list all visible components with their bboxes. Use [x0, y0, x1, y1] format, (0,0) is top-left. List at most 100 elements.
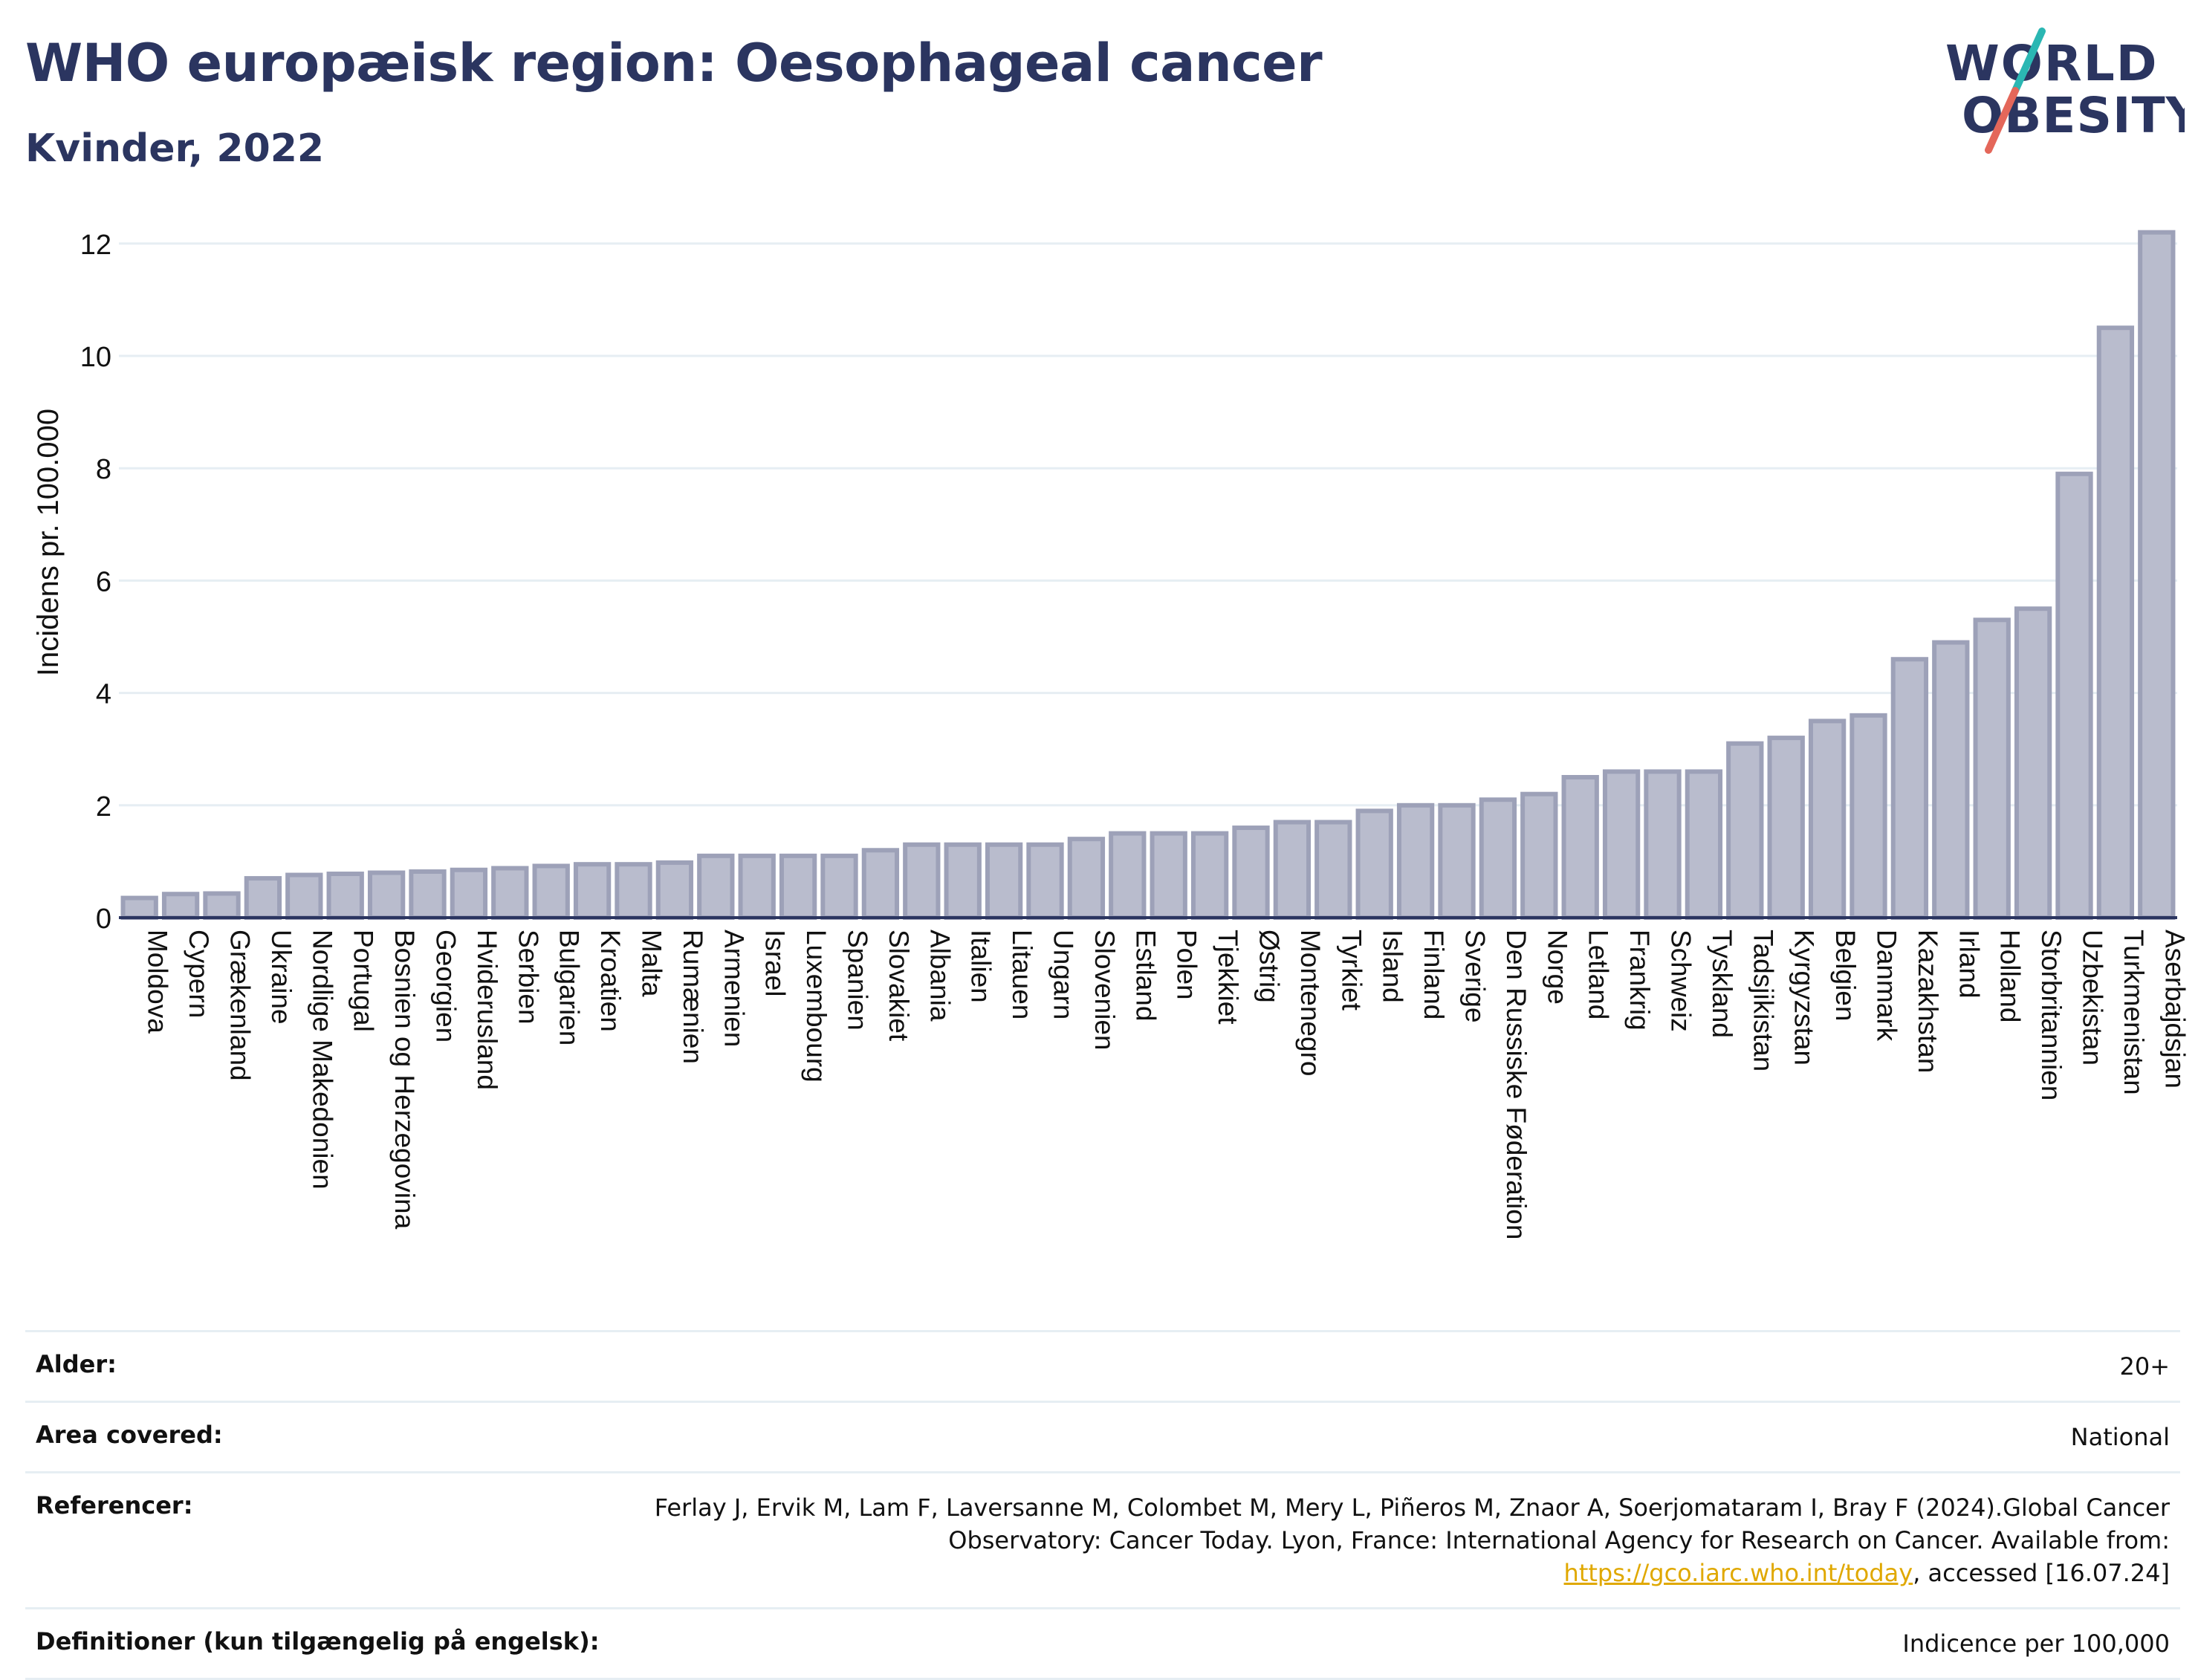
bar — [2055, 471, 2093, 920]
y-axis-label: Incidens pr. 100.000 — [32, 409, 65, 676]
x-tick-label: Luxembourg — [801, 930, 831, 1083]
meta-value-area: National — [2070, 1423, 2170, 1451]
x-tick-label: Sverige — [1460, 930, 1491, 1022]
bar — [1026, 842, 1064, 920]
reference-accessed: , accessed [16.07.24] — [1913, 1559, 2170, 1587]
logo-slash-teal — [2011, 27, 2046, 94]
bar — [1890, 657, 1929, 920]
x-tick-label: Kroatien — [595, 930, 626, 1032]
meta-label-definitions: Definitioner (kun tilgængelig på engelsk… — [36, 1627, 600, 1655]
x-tick-label: Island — [1378, 930, 1408, 1003]
bar — [1479, 797, 1517, 920]
x-tick-label: Ungarn — [1048, 930, 1079, 1019]
bar — [944, 842, 982, 920]
bar — [861, 848, 900, 921]
bar — [1067, 837, 1106, 921]
meta-row-references: Referencer: Ferlay J, Ervik M, Lam F, La… — [25, 1471, 2180, 1607]
y-tick-label: 6 — [96, 566, 111, 597]
reference-link[interactable]: https://gco.iarc.who.int/today — [1563, 1559, 1913, 1587]
meta-row-age: Alder: 20+ — [25, 1330, 2180, 1401]
x-tick-label: Bosnien og Herzegovina — [389, 930, 420, 1230]
bar — [285, 872, 323, 920]
bar — [409, 869, 447, 921]
bar — [1150, 831, 1187, 920]
x-tick-label: Østrig — [1254, 930, 1285, 1003]
y-tick-label: 0 — [96, 904, 111, 935]
x-tick-label: Estland — [1130, 930, 1161, 1021]
bar — [491, 866, 529, 921]
x-tick-label: Spanien — [843, 930, 873, 1031]
bar-chart: 0 2 4 6 8 10 12 Moldova Cypern Grækenland Ukraine N… — [32, 230, 2191, 1240]
bar — [1644, 769, 1682, 920]
bar — [1273, 820, 1312, 920]
meta-label-references: Referencer: — [36, 1491, 193, 1520]
bar — [573, 862, 612, 921]
bar-layer — [120, 230, 2176, 921]
bar — [120, 895, 158, 921]
y-tick-label: 12 — [80, 230, 111, 261]
bar — [1561, 775, 1599, 920]
logo-text-world: WORLD — [1945, 35, 2159, 92]
x-tick-label: Tadsjikistan — [1748, 930, 1778, 1071]
bar — [1314, 820, 1352, 920]
bar — [1190, 831, 1229, 920]
x-tick-label: Italien — [966, 930, 996, 1003]
x-tick-label: Nordlige Makedonien — [307, 930, 337, 1190]
bar — [1396, 802, 1435, 921]
x-tick-label: Bulgarien — [554, 930, 585, 1045]
bar — [1973, 617, 2011, 920]
bar — [738, 853, 776, 920]
x-tick-label: Armenien — [719, 930, 749, 1047]
x-tick-label: Tyskland — [1707, 930, 1737, 1038]
bar — [2138, 230, 2176, 920]
x-tick-label: Kyrgyzstan — [1789, 930, 1820, 1066]
x-tick-label: Ukraine — [266, 930, 296, 1025]
x-tick-label: Grækenland — [225, 930, 256, 1081]
bar — [450, 867, 488, 920]
bar — [1726, 741, 1764, 921]
chart-subtitle: Kvinder, 2022 — [25, 126, 325, 171]
meta-label-area: Area covered: — [36, 1421, 223, 1449]
bar — [1932, 640, 1970, 920]
bar — [203, 891, 241, 920]
meta-row-area: Area covered: National — [25, 1401, 2180, 1471]
bar — [1232, 826, 1270, 921]
bar — [655, 860, 694, 920]
x-tick-label: Tyrkiet — [1336, 930, 1367, 1011]
bar — [1438, 802, 1476, 921]
bar — [244, 876, 282, 920]
x-tick-label: Storbritannien — [2036, 930, 2066, 1100]
x-tick-label: Irland — [1954, 930, 1984, 999]
x-tick-label: Polen — [1172, 930, 1202, 1000]
x-tick-label: Hviderusland — [472, 930, 502, 1090]
bar — [1109, 831, 1147, 920]
y-tick-label: 4 — [96, 679, 111, 710]
bar — [2014, 606, 2052, 920]
x-tick-label: Uzbekistan — [2078, 930, 2108, 1066]
meta-table: Alder: 20+ Area covered: National Refere… — [25, 1330, 2180, 1680]
bar — [615, 862, 652, 921]
x-tick-label: Georgien — [431, 930, 461, 1042]
bar — [820, 853, 858, 920]
x-tick-label: Litauen — [1007, 930, 1037, 1019]
world-obesity-logo: WORLD OBESITY — [1945, 27, 2185, 154]
bar — [1685, 769, 1723, 920]
x-tick-label: Montenegro — [1295, 930, 1326, 1076]
x-tick-label: Slovenien — [1089, 930, 1120, 1051]
tick-layer: 0 2 4 6 8 10 12 Moldova Cypern Grækenland Ukraine N… — [80, 230, 2191, 1240]
x-tick-label: Serbien — [513, 930, 543, 1025]
x-tick-label: Aserbajdsjan — [2159, 930, 2190, 1089]
y-tick-label: 8 — [96, 454, 111, 485]
x-tick-label: Israel — [760, 930, 791, 996]
x-tick-label: Moldova — [143, 930, 173, 1034]
bar — [367, 870, 406, 921]
x-tick-label: Portugal — [348, 930, 379, 1032]
x-tick-label: Rumænien — [678, 930, 708, 1064]
chart-title: WHO europæisk region: Oesophageal cancer — [25, 33, 1323, 94]
bar — [1767, 736, 1805, 921]
meta-value-age: 20+ — [2119, 1352, 2170, 1381]
x-tick-label: Kazakhstan — [1913, 930, 1943, 1073]
bar — [326, 872, 364, 920]
bar — [532, 863, 570, 920]
meta-value-definitions: Indicence per 100,000 — [1902, 1629, 2170, 1658]
